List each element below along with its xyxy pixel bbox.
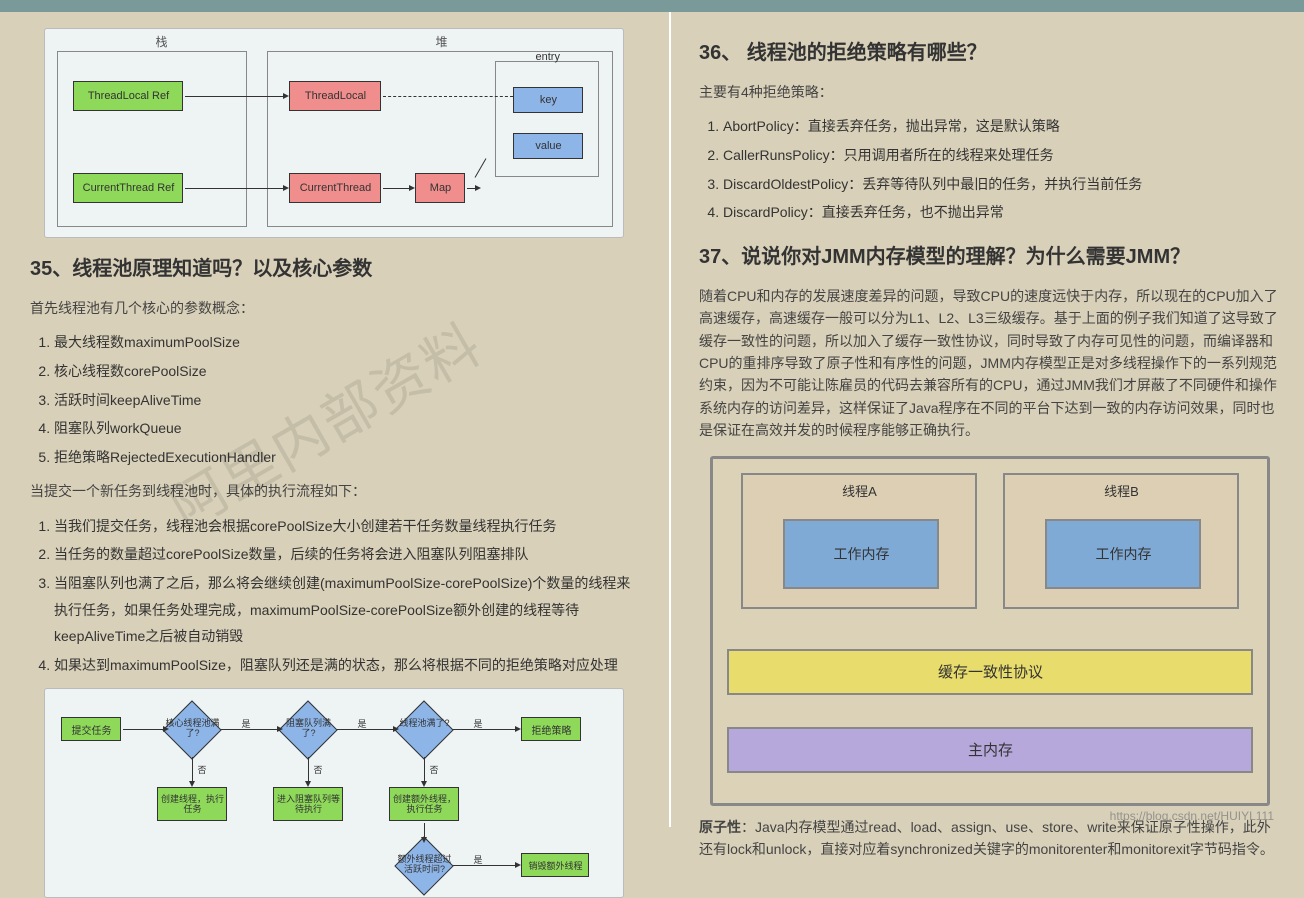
top-bar — [0, 0, 1304, 12]
label-no: 否 — [197, 763, 206, 776]
arrow-stub — [467, 188, 475, 189]
decision-queue-full: 阻塞队列满了? — [279, 701, 337, 759]
list-item: 如果达到maximumPoolSize，阻塞队列还是满的状态，那么将根据不同的拒… — [54, 652, 639, 679]
source-url: https://blog.csdn.net/HUIYL111 — [1110, 809, 1274, 823]
p35-intro: 首先线程池有几个核心的参数概念： — [30, 297, 639, 319]
dashed-line — [383, 96, 513, 97]
node-value: value — [513, 133, 583, 159]
p35-flow: 当提交一个新任务到线程池时，具体的执行流程如下： — [30, 480, 639, 502]
list-35: 最大线程数maximumPoolSize 核心线程数corePoolSize 活… — [54, 329, 639, 470]
decision-pool-full: 线程池满了? — [395, 701, 453, 759]
thread-b-label: 线程B — [1005, 481, 1237, 500]
arrow — [192, 757, 193, 781]
arrow — [453, 729, 515, 730]
node-create-extra: 创建额外线程，执行任务 — [389, 787, 459, 821]
node-currentthread-ref: CurrentThread Ref — [73, 173, 183, 203]
left-column: 栈 堆 ThreadLocal Ref CurrentThread Ref Th… — [0, 12, 669, 827]
main-mem-bar: 主内存 — [727, 727, 1253, 773]
node-reject: 拒绝策略 — [521, 717, 581, 741]
node-enter-queue: 进入阻塞队列等待执行 — [273, 787, 343, 821]
entry-label: entry — [535, 51, 559, 63]
p36-intro: 主要有4种拒绝策略： — [699, 81, 1282, 103]
label-yes: 是 — [357, 717, 366, 730]
list-item: 当阻塞队列也满了之后，那么将会继续创建(maximumPoolSize-core… — [54, 570, 639, 650]
list-item: 核心线程数corePoolSize — [54, 358, 639, 385]
arrow — [424, 757, 425, 781]
node-currentthread: CurrentThread — [289, 173, 381, 203]
thread-a-label: 线程A — [743, 481, 975, 500]
list-item: 当我们提交任务，线程池会根据corePoolSize大小创建若干任务数量线程执行… — [54, 513, 639, 540]
arrow — [383, 188, 409, 189]
work-mem-a: 工作内存 — [783, 519, 939, 589]
node-map: Map — [415, 173, 465, 203]
list-item: 最大线程数maximumPoolSize — [54, 329, 639, 356]
list-item: AbortPolicy：直接丢弃任务，抛出异常，这是默认策略 — [723, 113, 1282, 140]
heading-37: 37、说说你对JMM内存模型的理解？为什么需要JMM？ — [699, 240, 1282, 269]
jmm-diagram: 线程A 工作内存 线程B 工作内存 缓存一致性协议 主内存 — [710, 456, 1270, 806]
list-item: CallerRunsPolicy：只用调用者所在的线程来处理任务 — [723, 142, 1282, 169]
arrow — [308, 757, 309, 781]
label-yes: 是 — [473, 853, 482, 866]
node-submit: 提交任务 — [61, 717, 121, 741]
cache-protocol-bar: 缓存一致性协议 — [727, 649, 1253, 695]
arrow — [123, 729, 163, 730]
work-mem-b: 工作内存 — [1045, 519, 1201, 589]
label-no: 否 — [313, 763, 322, 776]
list-item: 拒绝策略RejectedExecutionHandler — [54, 444, 639, 471]
label-yes: 是 — [241, 717, 250, 730]
node-threadlocal-ref: ThreadLocal Ref — [73, 81, 183, 111]
entry-area — [495, 61, 599, 177]
node-threadlocal: ThreadLocal — [289, 81, 381, 111]
decision-extra-timeout: 额外线程超过活跃时间? — [395, 837, 453, 895]
node-create-exec: 创建线程，执行任务 — [157, 787, 227, 821]
arrow — [185, 96, 283, 97]
node-destroy: 销毁额外线程 — [521, 853, 589, 877]
node-key: key — [513, 87, 583, 113]
list-item: DiscardOldestPolicy：丢弃等待队列中最旧的任务，并执行当前任务 — [723, 171, 1282, 198]
right-column: 36、 线程池的拒绝策略有哪些？ 主要有4种拒绝策略： AbortPolicy：… — [671, 12, 1304, 827]
arrow — [185, 188, 283, 189]
list-35b: 当我们提交任务，线程池会根据corePoolSize大小创建若干任务数量线程执行… — [54, 513, 639, 679]
list-36: AbortPolicy：直接丢弃任务，抛出异常，这是默认策略 CallerRun… — [723, 113, 1282, 225]
list-item: 阻塞队列workQueue — [54, 415, 639, 442]
threadpool-flow-diagram: 提交任务 核心线程池满了? 阻塞队列满了? 线程池满了? 拒绝策略 创建线程，执… — [44, 688, 624, 898]
stack-label: 栈 — [155, 33, 167, 50]
decision-core-full: 核心线程池满了? — [163, 701, 221, 759]
threadlocal-diagram: 栈 堆 ThreadLocal Ref CurrentThread Ref Th… — [44, 28, 624, 238]
heading-36: 36、 线程池的拒绝策略有哪些？ — [699, 36, 1282, 65]
arrow — [453, 865, 515, 866]
atomicity-text: ：Java内存模型通过read、load、assign、use、store、wr… — [699, 819, 1274, 857]
list-item: 活跃时间keepAliveTime — [54, 387, 639, 414]
heading-35: 35、线程池原理知道吗？以及核心参数 — [30, 252, 639, 281]
thread-b-group: 线程B 工作内存 — [1003, 473, 1239, 609]
heap-label: 堆 — [435, 33, 447, 50]
thread-a-group: 线程A 工作内存 — [741, 473, 977, 609]
arrow — [424, 823, 425, 837]
label-yes: 是 — [473, 717, 482, 730]
list-item: 当任务的数量超过corePoolSize数量，后续的任务将会进入阻塞队列阻塞排队 — [54, 541, 639, 568]
p37: 随着CPU和内存的发展速度差异的问题，导致CPU的速度远快于内存，所以现在的CP… — [699, 285, 1282, 442]
list-item: DiscardPolicy：直接丢弃任务，也不抛出异常 — [723, 199, 1282, 226]
label-no: 否 — [429, 763, 438, 776]
